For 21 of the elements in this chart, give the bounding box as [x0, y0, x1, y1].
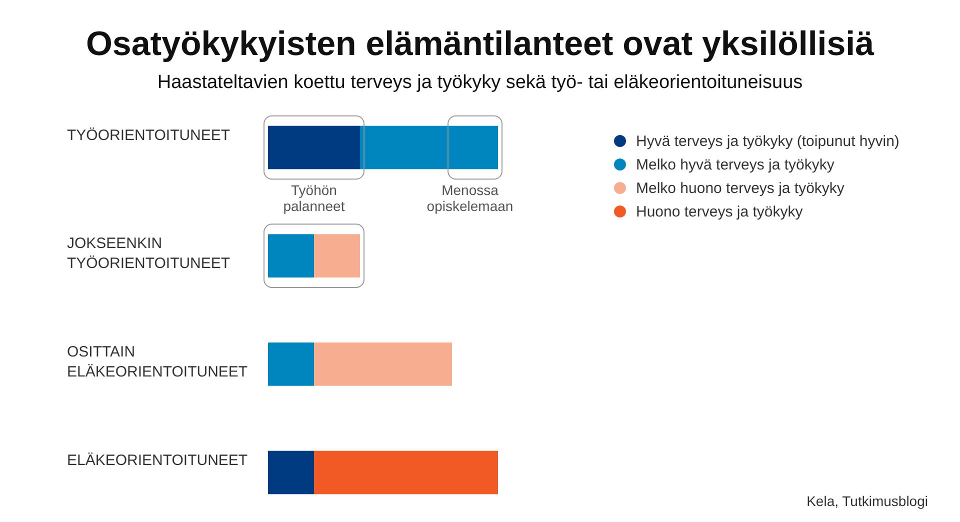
annotation: Työhön palanneet [283, 182, 345, 214]
legend-label: Melko huono terveys ja työkyky [636, 180, 845, 197]
bar [268, 342, 314, 386]
text: Kela, Tutkimusblogi [806, 493, 928, 509]
chart-subtitle: Haastateltavien koettu terveys ja työkyky sekä työ- tai eläkeorientoituneisuus [157, 72, 803, 93]
legend-label: Melko hyvä terveys ja työkyky [636, 156, 835, 174]
legend-label: Huono terveys ja työkyky [636, 204, 804, 220]
y-tick-label: ELÄKEORIENTOITUNEET [67, 452, 248, 469]
bar [268, 234, 314, 278]
y-tick-label: OSITTAIN ELÄKEORIENTOITUNEET [67, 344, 248, 380]
bar [314, 234, 360, 278]
chart-title: Osatyökykyisten elämäntilanteet ovat yksilöllisiä [86, 25, 874, 63]
y-tick-label: TYÖORIENTOITUNEET [67, 126, 230, 144]
legend-label: Hyvä terveys ja työkyky (toipunut hyvin) [636, 133, 900, 150]
bar [360, 126, 498, 170]
y-tick-label: JOKSEENKIN TYÖORIENTOITUNEET [67, 235, 230, 272]
annotation: Menossa opiskelemaan [426, 182, 514, 214]
bar [268, 450, 314, 494]
bar [314, 450, 498, 494]
bar [268, 126, 360, 170]
bar [314, 342, 452, 386]
